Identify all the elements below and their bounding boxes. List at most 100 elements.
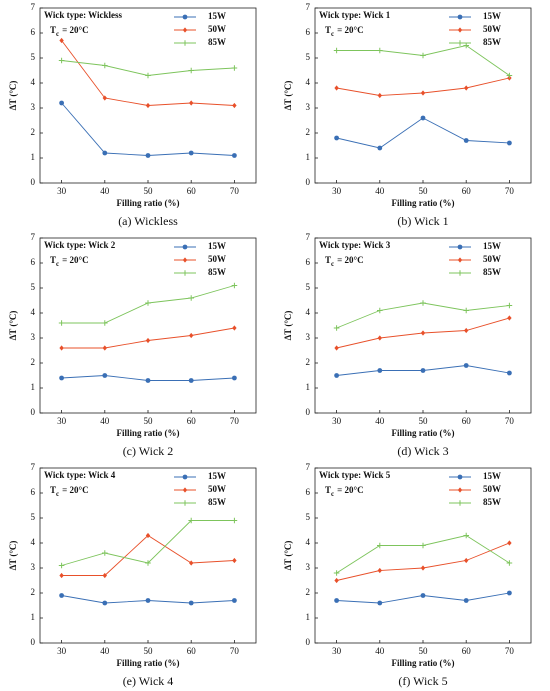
marker	[334, 345, 339, 351]
marker	[232, 102, 237, 109]
y-tick-label: 5	[306, 52, 311, 62]
marker	[232, 153, 237, 158]
panel: 0 1 2 3 4 5 6 7 30 40 50 60 70 Filling ratio (%) ΔT (°…	[283, 232, 532, 458]
y-tick-label: 2	[31, 587, 36, 597]
y-tick-label: 7	[31, 462, 36, 472]
annotation: Wick type: Wick 5	[319, 470, 391, 480]
marker	[377, 542, 383, 549]
x-tick-label: 30	[57, 646, 67, 656]
condition-value: = 20°C	[62, 255, 88, 265]
marker	[188, 295, 194, 301]
panel: 0 1 2 3 4 5 6 7 30 40 50 60 70 Filling ratio (%) ΔT (°…	[8, 2, 257, 228]
marker	[420, 115, 426, 121]
y-tick-label: 0	[306, 637, 311, 647]
panel: 0 1 2 3 4 5 6 7 30 40 50 60 70 Filling ratio (%) ΔT (°…	[283, 2, 532, 228]
y-tick-label: 4	[31, 537, 36, 547]
caption: (e) Wick 4	[123, 674, 174, 688]
x-tick-label: 30	[332, 416, 342, 426]
marker	[457, 40, 463, 46]
y-tick-label: 2	[31, 127, 36, 137]
legend-label: 50W	[208, 24, 226, 34]
marker	[463, 42, 469, 49]
condition: Tc = 20°C	[325, 255, 364, 268]
x-tick-label: 50	[144, 646, 154, 656]
marker	[334, 598, 339, 603]
marker	[182, 27, 188, 33]
legend-label: 15W	[483, 471, 501, 481]
marker	[182, 500, 188, 506]
y-tick-label: 5	[31, 52, 36, 62]
marker	[182, 270, 188, 276]
annotation: Wick type: Wick 4	[44, 470, 116, 480]
x-tick-label: 70	[230, 416, 240, 426]
y-tick-label: 0	[31, 407, 36, 417]
marker	[231, 282, 238, 289]
marker	[507, 315, 512, 321]
legend-label: 50W	[483, 254, 501, 264]
condition: Tc = 20°C	[50, 485, 89, 498]
condition: Tc = 20°C	[50, 25, 89, 38]
marker	[102, 320, 108, 326]
x-tick-label: 40	[100, 646, 110, 656]
marker	[58, 57, 65, 64]
legend-label: 85W	[208, 497, 226, 507]
x-tick-label: 40	[375, 186, 385, 196]
y-tick-label: 3	[31, 102, 36, 112]
x-tick-label: 60	[187, 186, 197, 196]
x-tick-label: 30	[332, 646, 342, 656]
y-tick-label: 0	[306, 177, 311, 187]
marker	[457, 14, 463, 20]
marker	[507, 140, 512, 146]
marker	[463, 598, 469, 603]
panel: 0 1 2 3 4 5 6 7 30 40 50 60 70 Filling ratio (%) ΔT (°…	[8, 462, 257, 688]
marker	[58, 320, 65, 326]
marker	[457, 487, 463, 493]
caption: (a) Wickless	[118, 214, 178, 228]
marker	[102, 345, 107, 351]
marker	[59, 572, 64, 579]
y-tick-label: 6	[31, 487, 36, 497]
y-tick-label: 2	[306, 357, 311, 367]
y-tick-label: 7	[306, 2, 311, 12]
x-tick-label: 50	[419, 646, 429, 656]
y-tick-label: 5	[31, 512, 36, 522]
x-tick-label: 60	[462, 186, 472, 196]
y-axis-label: ΔT (°C)	[283, 81, 293, 111]
x-tick-label: 60	[462, 646, 472, 656]
marker	[377, 47, 383, 54]
marker	[377, 307, 383, 314]
x-tick-label: 60	[187, 646, 197, 656]
y-tick-label: 3	[31, 562, 36, 572]
y-tick-label: 6	[306, 27, 311, 37]
marker	[420, 90, 426, 96]
marker	[182, 257, 188, 263]
y-tick-label: 7	[306, 462, 311, 472]
y-tick-label: 6	[31, 27, 36, 37]
condition-value: = 20°C	[62, 485, 88, 495]
marker	[102, 550, 108, 556]
marker	[333, 570, 340, 576]
marker	[188, 600, 194, 606]
marker	[464, 327, 469, 334]
condition-subscript: c	[56, 30, 59, 38]
y-tick-label: 1	[31, 152, 36, 162]
marker	[333, 325, 340, 331]
marker	[507, 540, 512, 546]
condition-subscript: c	[56, 490, 59, 498]
series-line	[336, 542, 510, 581]
x-tick-label: 60	[462, 416, 472, 426]
y-tick-label: 1	[306, 382, 311, 392]
x-tick-label: 30	[332, 186, 342, 196]
x-tick-label: 50	[144, 186, 154, 196]
marker	[231, 517, 238, 524]
marker	[232, 375, 237, 381]
marker	[420, 52, 426, 59]
marker	[377, 567, 382, 574]
y-tick-label: 0	[306, 407, 311, 417]
series-line	[61, 520, 235, 566]
x-tick-label: 70	[505, 186, 515, 196]
y-tick-label: 2	[306, 127, 311, 137]
marker	[145, 72, 151, 79]
condition-value: = 20°C	[337, 485, 363, 495]
